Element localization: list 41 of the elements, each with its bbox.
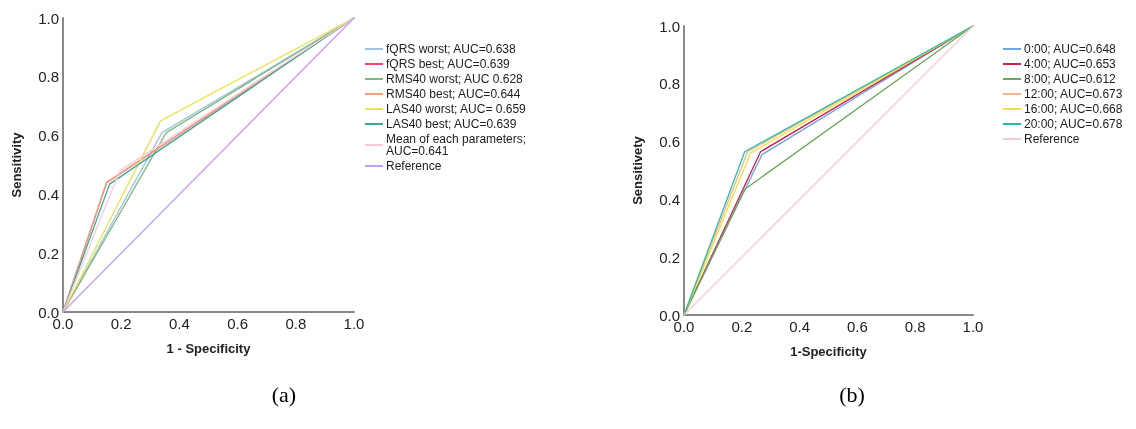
x-axis-title: 1 - Specificity [166,341,252,356]
legend-label: LAS40 best; AUC=0.639 [386,117,517,131]
y-tick-label: 1.0 [659,17,680,35]
x-tick-label: 0.4 [168,315,190,332]
legend-label: 16:00; AUC=0.668 [1024,102,1123,116]
legend-label: 12:00; AUC=0.673 [1024,87,1123,101]
x-tick-label: 1.0 [962,318,984,335]
text: (a) [270,382,298,408]
legend-label: 8:00; AUC=0.612 [1024,72,1117,86]
x-tick-label: 0.2 [110,315,132,332]
y-tick-label: 0.4 [659,190,680,208]
x-axis-title: 1-Specificity [790,344,868,359]
legend-label: RMS40 worst; AUC 0.628 [386,72,524,86]
legend-label: fQRS best; AUC=0.639 [386,57,511,71]
y-axis-title: Sensitivity [9,131,24,198]
legend-label: 20:00; AUC=0.678 [1024,117,1123,131]
x-tick-label: 1.0 [343,315,365,332]
x-tick-label: 0.6 [227,315,249,332]
legend-label: RMS40 best; AUC=0.644 [386,87,521,101]
y-tick-label: 0.6 [659,133,680,151]
y-tick-label: 0.8 [38,68,59,86]
x-tick-label: 0.2 [731,318,753,335]
legend-label: fQRS worst; AUC=0.638 [386,42,517,56]
legend-label: Reference [1024,132,1080,146]
y-tick-label: 1.0 [38,9,59,27]
legend-label: Mean of each parameters; AUC=0.641 [386,132,530,158]
y-tick-label: 0.2 [659,248,680,266]
legend-label: 4:00; AUC=0.653 [1024,57,1117,71]
x-tick-label: 0.8 [904,318,926,335]
y-tick-label: 0.8 [659,75,680,93]
x-tick-label: 0.4 [789,318,811,335]
y-tick-label: 0.2 [38,244,59,262]
y-tick-label: 0.6 [38,127,59,145]
x-tick-label: 0.6 [846,318,868,335]
y-tick-label: 0.4 [38,185,59,203]
x-tick-label: 0.8 [285,315,307,332]
legend-label: Reference [386,159,442,173]
legend-label: LAS40 worst; AUC= 0.659 [386,102,527,116]
text: (b) [838,382,866,408]
legend-label: 0:00; AUC=0.648 [1024,42,1117,56]
y-axis-title: Sensitivety [630,135,645,205]
